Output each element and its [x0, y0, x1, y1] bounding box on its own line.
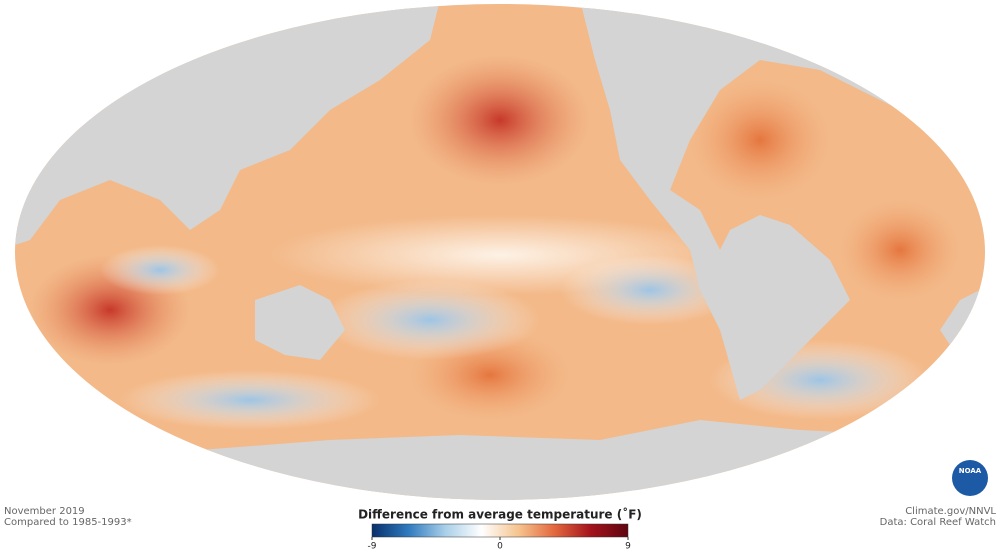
date: November 2019 — [4, 506, 85, 517]
ocean-anomaly — [120, 370, 380, 430]
noaa-logo: NOAA — [952, 460, 988, 496]
colorbar-tick-label: -9 — [368, 542, 377, 552]
legend-title: Difference from average temperature (˚F) — [358, 507, 642, 522]
colorbar-tick-label: 9 — [625, 542, 631, 552]
logo-circle — [952, 460, 988, 496]
source: Climate.gov/NNVL — [905, 506, 996, 517]
data-credit: Data: Coral Reef Watch — [880, 517, 996, 528]
colorbar — [371, 523, 629, 538]
ocean-anomaly — [560, 255, 740, 325]
ocean-anomaly — [840, 200, 960, 300]
logo-text: NOAA — [959, 467, 982, 475]
ocean-anomaly — [320, 280, 540, 360]
ocean-anomaly — [690, 80, 830, 200]
ocean-anomaly — [100, 245, 220, 295]
baseline: Compared to 1985-1993* — [4, 517, 132, 528]
ocean-anomaly — [410, 55, 590, 185]
map — [15, 4, 985, 500]
colorbar-tick-label: 0 — [497, 542, 503, 552]
